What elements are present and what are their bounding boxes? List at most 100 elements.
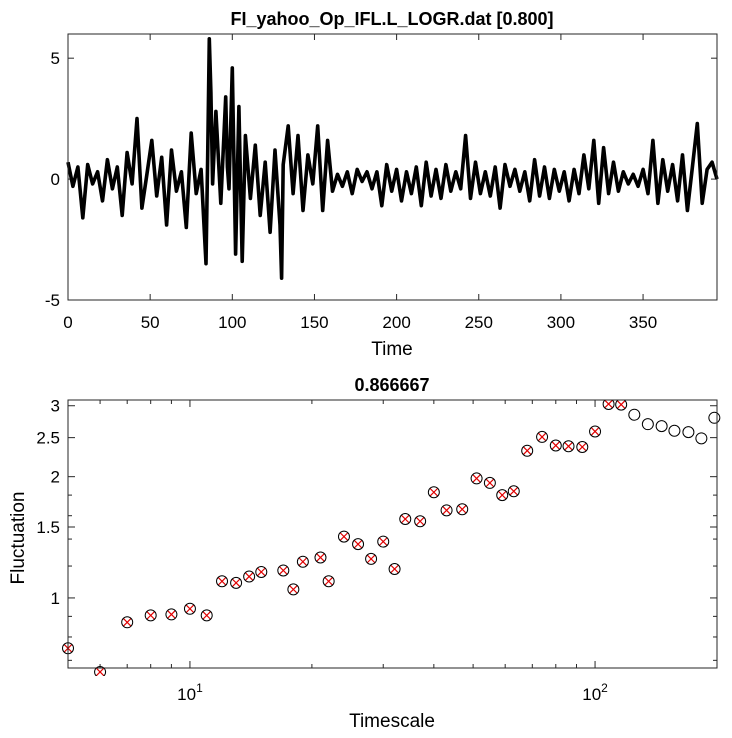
chart2-plot-area (68, 400, 717, 668)
chart1-title: FI_yahoo_Op_IFL.L_LOGR.dat [0.800] (230, 9, 553, 29)
chart2-point-cross (616, 400, 626, 409)
chart2-data-point (576, 440, 589, 453)
chart2-point-cross (537, 432, 547, 442)
chart1-axes-box (67, 33, 718, 301)
chart2-point-cross (457, 504, 467, 514)
chart2-data-point (322, 575, 335, 588)
chart2-data-point (414, 515, 427, 528)
chart2-point-circle (296, 555, 309, 568)
chart2-point-circle (322, 575, 335, 588)
chart2-point-circle (200, 609, 213, 622)
chart2-data-point (287, 583, 300, 596)
chart2-point-circle (440, 504, 453, 517)
fluctuation-chart: 0.866667 Timescale Fluctuation 101 102 1 1.… (8, 375, 721, 732)
chart2-point-cross (604, 400, 613, 409)
chart2-data-point (602, 400, 615, 410)
chart2-point-circle (427, 486, 440, 499)
chart2-data-point (507, 485, 520, 498)
chart2-point-circle (230, 576, 243, 589)
chart2-point-circle (183, 602, 196, 615)
chart2-data-point (165, 608, 178, 621)
chart2-data-point (296, 555, 309, 568)
chart2-point-cross (122, 618, 132, 627)
chart2-point-cross (472, 474, 481, 483)
chart2-ytick-label: 1 (51, 589, 60, 608)
chart2-point-cross (289, 585, 298, 594)
chart2-data-point (365, 552, 378, 565)
chart2-point-circle (589, 425, 602, 438)
chart2-point-circle (337, 530, 350, 543)
chart1-xtick-label: 50 (141, 313, 160, 332)
chart2-point-cross (564, 441, 573, 451)
chart1-xlabel: Time (371, 339, 413, 360)
chart2-point-circle (615, 400, 628, 411)
chart2-point-cross (324, 576, 333, 586)
chart2-point-cross (353, 539, 363, 549)
chart2-data-point (243, 570, 256, 583)
chart2-data-point (536, 430, 549, 443)
chart2-point-cross (400, 514, 410, 524)
chart2-point-circle (602, 400, 615, 410)
chart2-point-cross (167, 610, 176, 619)
chart2-point-cross (485, 478, 495, 488)
chart2-point-circle (365, 552, 378, 565)
chart2-point-cross (429, 487, 439, 497)
chart2-data-point (427, 486, 440, 499)
chart2-markers (62, 400, 721, 676)
chart2-data-point (277, 564, 290, 577)
chart2-data-point (615, 400, 628, 411)
chart2-data-point (483, 476, 496, 489)
chart2-point-circle (287, 583, 300, 596)
chart2-data-point (399, 513, 412, 526)
chart2-data-point (708, 411, 721, 424)
chart2-point-circle (521, 444, 534, 457)
chart2-point-cross (509, 486, 519, 496)
chart2-point-circle (377, 535, 390, 548)
chart2-data-point (388, 562, 401, 575)
chart2-data-point (682, 426, 695, 439)
chart1-xtick-label: 250 (465, 313, 493, 332)
chart2-data-point (641, 418, 654, 431)
chart2-point-cross (415, 516, 425, 526)
chart2-data-point (456, 503, 469, 516)
chart2-point-circle (682, 426, 695, 439)
chart2-point-circle (243, 570, 256, 583)
chart2-point-circle (399, 513, 412, 526)
chart2-point-circle (536, 430, 549, 443)
chart2-data-point (521, 444, 534, 457)
chart2-title: 0.866667 (354, 375, 429, 395)
chart1-ytick-label: 0 (51, 170, 60, 189)
chart2-point-circle (668, 424, 681, 437)
chart2-ytick-label: 2 (51, 468, 60, 487)
chart1-xtick-label: 100 (218, 313, 246, 332)
chart1-xtick-label: 200 (382, 313, 410, 332)
chart2-point-circle (352, 538, 365, 551)
chart2-point-cross (279, 566, 288, 575)
chart2-data-point (352, 538, 365, 551)
chart2-ytick-label: 2.5 (36, 429, 60, 448)
chart2-point-cross (298, 557, 308, 566)
chart2-xlabel: Timescale (349, 711, 435, 732)
chart2-point-circle (483, 476, 496, 489)
chart2-point-cross (185, 604, 195, 614)
chart2-point-cross (390, 564, 399, 574)
chart2-point-cross (257, 567, 266, 577)
chart2-point-cross (217, 576, 227, 586)
chart1-xtick-label: 300 (547, 313, 575, 332)
chart2-data-point (200, 609, 213, 622)
chart2-point-cross (378, 537, 388, 546)
chart2-data-point (255, 565, 268, 578)
chart2-point-circle (314, 551, 327, 564)
chart2-xtick-label: 102 (582, 681, 608, 704)
chart2-axes-box (67, 399, 718, 669)
chart2-point-cross (590, 427, 600, 436)
chart1-xtick-label: 150 (300, 313, 328, 332)
chart2-data-point (668, 424, 681, 437)
chart2-point-circle (695, 432, 708, 445)
chart2-point-cross (551, 441, 561, 450)
chart2-data-point (94, 665, 107, 676)
chart2-point-circle (121, 616, 134, 629)
chart2-point-cross (339, 532, 349, 541)
chart2-point-circle (496, 489, 509, 502)
